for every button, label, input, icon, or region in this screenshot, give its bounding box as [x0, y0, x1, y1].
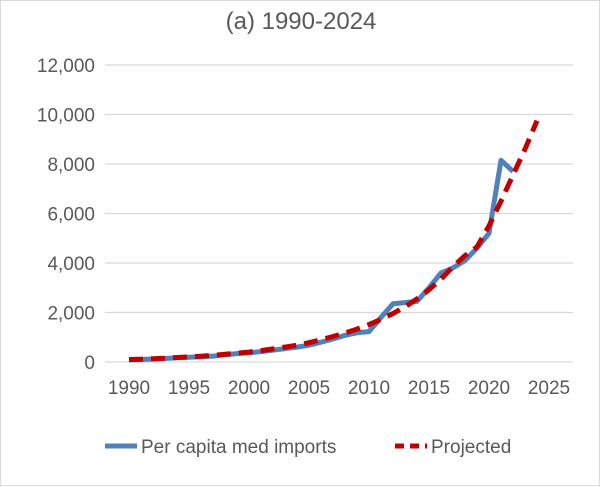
x-tick-label: 2005: [288, 378, 330, 399]
y-tick-label: 6,000: [47, 205, 95, 226]
x-tick-label: 2020: [468, 378, 510, 399]
legend-label-projected: Projected: [431, 437, 511, 458]
x-axis-tick-labels: 1990 1995 2000 2005 2010 2015 2020 2025: [108, 378, 570, 399]
y-tick-label: 0: [84, 353, 95, 374]
x-tick-label: 2010: [348, 378, 390, 399]
y-axis-tick-labels: 0 2,000 4,000 6,000 8,000 10,000 12,000: [37, 56, 95, 374]
x-tick-label: 2015: [408, 378, 450, 399]
x-tick-label: 1995: [168, 378, 210, 399]
x-tick-label: 2025: [528, 378, 570, 399]
y-tick-label: 2,000: [47, 304, 95, 325]
y-tick-label: 10,000: [37, 106, 95, 127]
series-layer: [128, 119, 540, 363]
y-tick-label: 8,000: [47, 155, 95, 176]
y-tick-label: 4,000: [47, 254, 95, 275]
series-line-per-capita: [128, 157, 515, 363]
y-tick-label: 12,000: [37, 56, 95, 77]
chart-title: (a) 1990-2024: [226, 8, 377, 35]
x-tick-label: 2000: [228, 378, 270, 399]
x-tick-label: 1990: [108, 378, 150, 399]
legend: Per capita med imports Projected: [105, 437, 511, 458]
legend-label-per-capita: Per capita med imports: [141, 437, 336, 458]
series-line-projected: [128, 119, 540, 362]
gridlines: [105, 64, 573, 314]
